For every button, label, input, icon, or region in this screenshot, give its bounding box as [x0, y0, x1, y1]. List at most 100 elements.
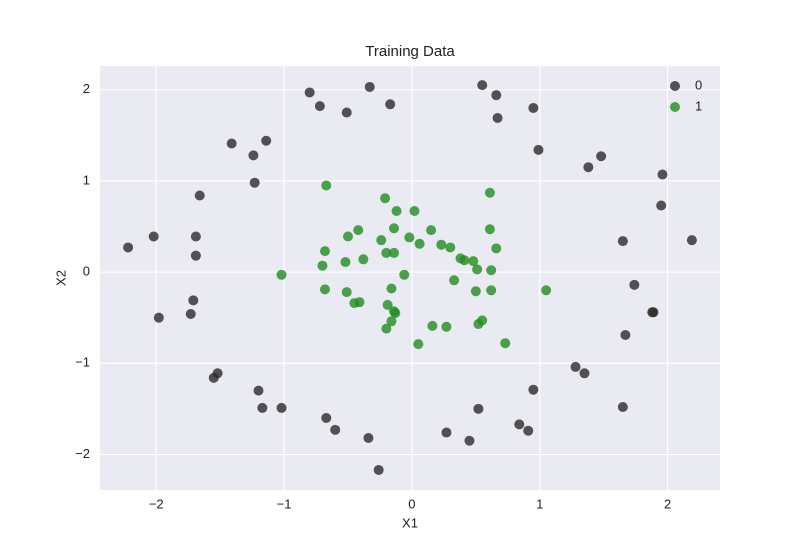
point [386, 283, 397, 294]
point [464, 435, 475, 446]
point [304, 87, 315, 98]
point [686, 235, 697, 246]
x-tick-label: 0 [408, 496, 415, 511]
point [486, 285, 497, 296]
point [617, 236, 628, 247]
point [330, 424, 341, 435]
point [500, 338, 511, 349]
point [468, 256, 479, 267]
legend-marker [670, 81, 680, 91]
point [363, 433, 374, 444]
x-tick-label: 2 [664, 496, 671, 511]
point [491, 90, 502, 101]
y-tick-label: 1 [83, 172, 90, 187]
point [656, 200, 667, 211]
point [253, 385, 264, 396]
plot-area [100, 66, 720, 490]
point [340, 257, 351, 268]
point [389, 247, 400, 258]
y-axis-label: X2 [53, 270, 68, 286]
point [123, 242, 134, 253]
point [276, 402, 287, 413]
point [349, 298, 360, 309]
point [399, 269, 410, 280]
x-tick-label: −2 [149, 496, 164, 511]
point [473, 319, 484, 330]
point [541, 285, 552, 296]
point [319, 246, 330, 257]
point [249, 177, 260, 188]
x-axis-label: X1 [402, 515, 418, 530]
point [188, 295, 199, 306]
x-tick-label: 1 [536, 496, 543, 511]
point [413, 339, 424, 350]
point [459, 255, 470, 266]
legend-marker [670, 102, 680, 112]
point [148, 231, 159, 242]
point [261, 135, 272, 146]
point [583, 162, 594, 173]
point [382, 299, 393, 310]
point [317, 260, 328, 271]
point [427, 320, 438, 331]
point [380, 193, 391, 204]
point [528, 384, 539, 395]
point [657, 169, 668, 180]
point [470, 286, 481, 297]
point [376, 235, 387, 246]
point [381, 247, 392, 258]
point [364, 81, 375, 92]
point [321, 180, 332, 191]
point [343, 231, 353, 242]
point [570, 361, 581, 372]
point [208, 372, 219, 383]
grid [100, 66, 720, 490]
point [373, 464, 384, 475]
point [648, 307, 659, 318]
point [190, 231, 201, 242]
point [486, 265, 497, 276]
point [391, 205, 402, 216]
point [514, 419, 525, 430]
point [194, 190, 205, 201]
point [276, 269, 287, 280]
point [473, 403, 484, 414]
point [353, 225, 364, 236]
y-tick-label: 0 [83, 264, 90, 279]
point [385, 99, 396, 110]
point [528, 102, 539, 113]
point [477, 80, 488, 91]
point [321, 412, 332, 423]
point [579, 368, 590, 379]
point [523, 425, 534, 436]
point [190, 250, 201, 261]
point [381, 323, 392, 334]
y-tick-label: −2 [75, 446, 90, 461]
point [426, 225, 437, 236]
point [441, 321, 452, 332]
point [358, 254, 369, 265]
point [185, 309, 196, 320]
point [389, 223, 400, 234]
point [484, 187, 495, 198]
point [386, 316, 397, 327]
point [341, 107, 352, 118]
point [314, 101, 325, 112]
point [409, 205, 420, 216]
point [390, 308, 401, 319]
points [123, 80, 697, 475]
point [445, 242, 456, 253]
chart-title: Training Data [365, 43, 455, 60]
point [226, 138, 237, 149]
point [414, 238, 425, 249]
point [491, 243, 502, 254]
point [319, 284, 330, 295]
y-tick-label: 2 [83, 81, 90, 96]
point [617, 402, 628, 413]
point [257, 402, 268, 413]
point [629, 279, 640, 290]
point [341, 287, 352, 298]
point [620, 329, 631, 340]
point [492, 112, 503, 123]
